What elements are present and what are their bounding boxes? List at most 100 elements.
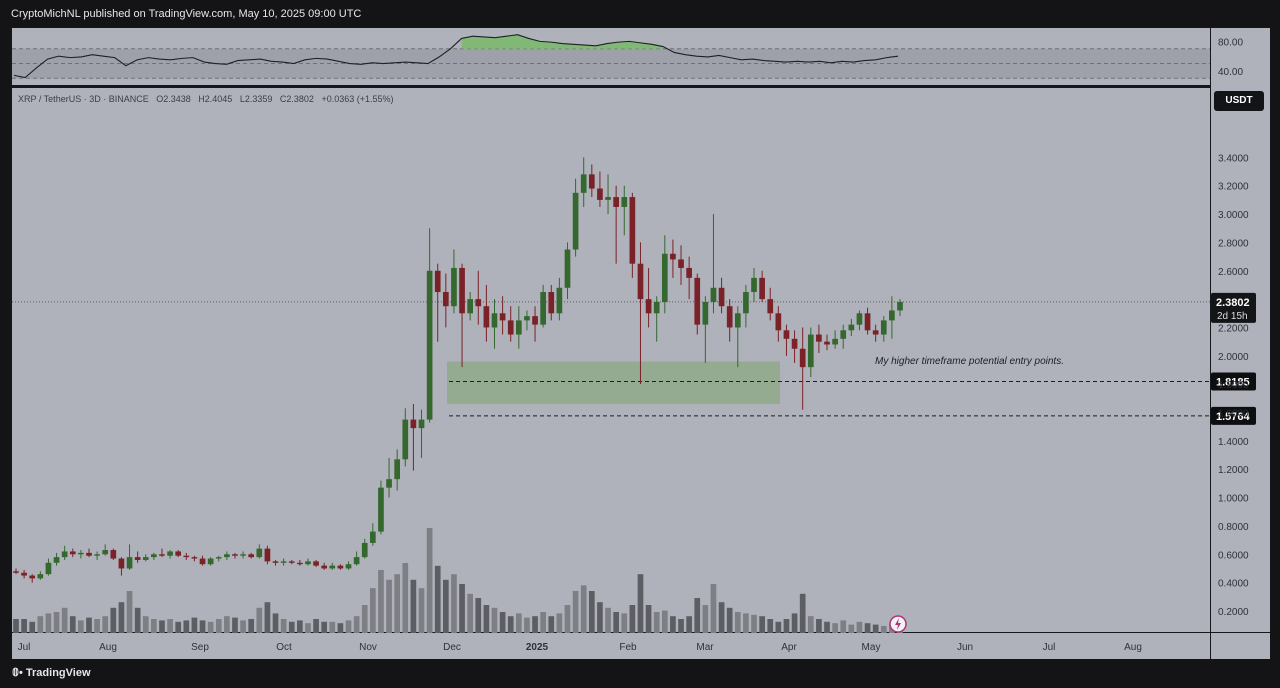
candle-body <box>856 313 863 325</box>
time-scale[interactable] <box>12 633 1210 659</box>
volume-bar <box>378 570 384 633</box>
candle-body <box>459 267 465 314</box>
volume-bar <box>159 620 165 633</box>
candle-body <box>410 419 417 429</box>
candle-body <box>175 551 182 556</box>
candle-body <box>313 561 319 566</box>
volume-bar <box>597 602 603 633</box>
candle-body <box>402 419 409 460</box>
candle-body <box>78 552 84 555</box>
candle-body <box>564 249 571 288</box>
candle-body <box>29 575 36 579</box>
rsi-overbought-fill <box>461 34 664 49</box>
candle-body <box>807 334 814 368</box>
volume-bar <box>532 616 538 633</box>
candle-body <box>734 313 741 328</box>
volume-bar <box>467 593 474 633</box>
symbol-name: XRP / TetherUS · 3D · BINANCE <box>18 94 149 104</box>
volume-bar <box>288 621 295 633</box>
lightning-icon-bolt <box>895 618 901 630</box>
volume-bar <box>840 620 847 633</box>
volume-bar <box>507 616 514 633</box>
ohlc-low: L2.3359 <box>239 94 273 104</box>
volume-bar <box>272 613 279 633</box>
candle-body <box>329 565 336 569</box>
volume-bar <box>451 574 457 633</box>
volume-bar <box>848 624 855 633</box>
volume-bar <box>45 613 52 633</box>
currency-badge[interactable]: USDT <box>1214 91 1264 111</box>
candle-body <box>475 299 482 307</box>
price-tick-label: 0.6000 <box>1218 550 1249 561</box>
price-tick-label: 3.0000 <box>1218 210 1249 221</box>
volume-bar <box>880 626 887 633</box>
candle-body <box>467 299 474 314</box>
candle-body <box>653 301 660 314</box>
volume-bar <box>313 619 319 633</box>
volume-bar <box>548 616 555 633</box>
volume-bar <box>386 579 392 633</box>
volume-bar <box>767 619 774 633</box>
price-tick-label: 1.6000 <box>1218 409 1249 420</box>
scale-corner <box>1211 633 1270 659</box>
volume-bar <box>816 619 822 633</box>
volume-bar <box>864 623 871 633</box>
volume-bar <box>799 593 806 633</box>
time-axis-label: Sep <box>191 642 209 653</box>
candle-body <box>353 557 360 565</box>
candle-body <box>126 557 133 569</box>
candle-body <box>134 557 141 560</box>
volume-bar <box>556 613 563 633</box>
candle-body <box>759 277 765 300</box>
volume-bar <box>613 612 619 633</box>
volume-bar <box>110 607 117 633</box>
symbol-legend: XRP / TetherUS · 3D · BINANCE O2.3438 H2… <box>18 94 399 104</box>
time-axis-label: Dec <box>443 642 461 653</box>
price-tick-label: 1.8000 <box>1218 380 1249 391</box>
candle-body <box>45 562 52 575</box>
price-tick-label: 2.2000 <box>1218 323 1249 334</box>
volume-bar <box>637 574 644 633</box>
candle-body <box>370 531 376 543</box>
price-panel[interactable] <box>12 28 1210 632</box>
candle-body <box>491 313 498 328</box>
volume-bar <box>240 620 246 633</box>
last-price-countdown: 2d 15h <box>1217 311 1248 322</box>
price-scale[interactable] <box>1211 28 1270 632</box>
time-axis-label: Jun <box>957 642 973 653</box>
volume-bar <box>142 616 149 633</box>
price-tick-label: 1.4000 <box>1218 437 1249 448</box>
volume-bar <box>126 591 133 633</box>
volume-bar <box>21 619 27 633</box>
time-axis-label: Feb <box>619 642 637 653</box>
top-bar <box>0 0 1280 30</box>
candle-body <box>621 197 628 207</box>
pane-separator[interactable] <box>12 85 1210 88</box>
ohlc-close: C2.3802 <box>279 94 314 104</box>
volume-bar <box>775 621 782 633</box>
candle-body <box>434 270 441 293</box>
candle-body <box>613 197 619 207</box>
price-tick-label: 2.0000 <box>1218 352 1249 363</box>
volume-bar <box>856 621 863 633</box>
candle-body <box>224 554 230 558</box>
candle-body <box>524 316 530 321</box>
candle-body <box>743 292 749 314</box>
volume-bar <box>653 612 660 633</box>
candle-body <box>897 301 903 311</box>
candle-body <box>718 287 725 307</box>
price-line-label-bg <box>1211 372 1256 391</box>
volume-bar <box>645 605 652 633</box>
volume-bar <box>61 607 68 633</box>
tradingview-logo[interactable]: 𝟘• TradingView <box>12 666 91 679</box>
ohlc-open: O2.3438 <box>156 94 191 104</box>
volume-bar <box>410 579 417 633</box>
volume-bar <box>824 621 830 633</box>
candle-body <box>215 557 222 559</box>
candle-body <box>426 270 433 420</box>
volume-bar <box>167 619 173 633</box>
volume-bar <box>297 620 303 633</box>
rsi-tick-label: 80.00 <box>1218 37 1243 48</box>
volume-bar <box>515 613 522 633</box>
volume-bar <box>791 613 798 633</box>
